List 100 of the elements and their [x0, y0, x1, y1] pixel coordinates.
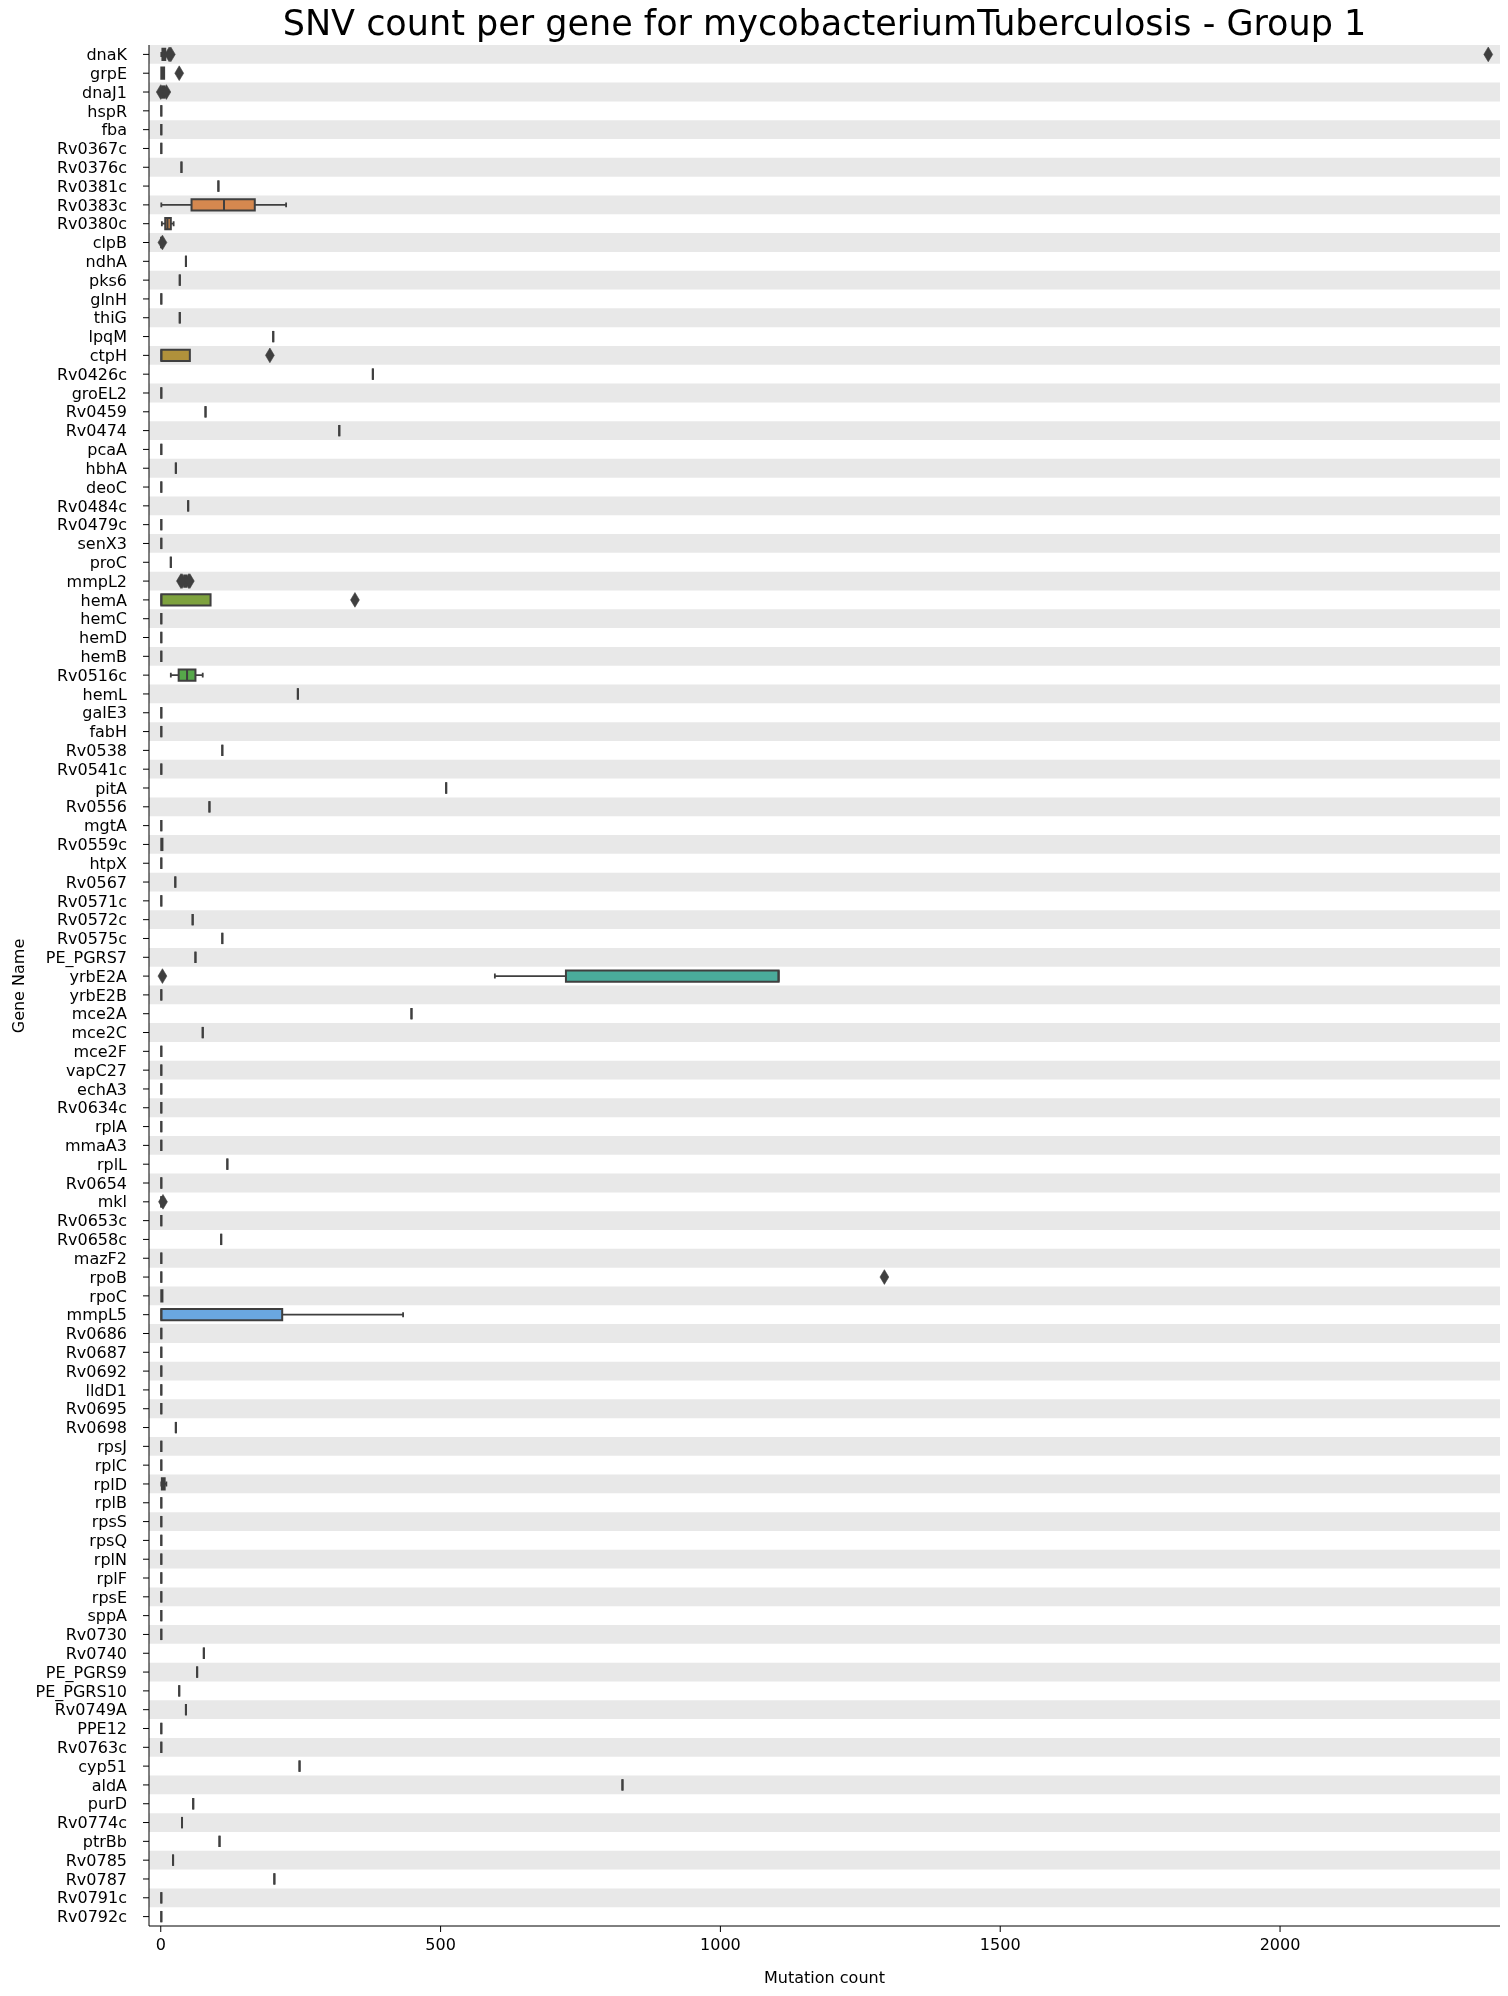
y-tick-label: fabH — [89, 722, 127, 742]
x-tick-label: 500 — [425, 1935, 456, 1955]
y-tick-label: pks6 — [89, 270, 127, 290]
y-tick-label: Rv0426c — [56, 364, 127, 384]
x-tick-label: 1500 — [979, 1935, 1021, 1955]
y-tick-label: Rv0559c — [56, 835, 127, 855]
y-tick-label: PE_PGRS7 — [45, 947, 127, 968]
y-tick-label: PE_PGRS9 — [45, 1662, 127, 1683]
y-tick-label: rplL — [96, 1154, 128, 1174]
y-tick-label: rplA — [94, 1117, 128, 1137]
y-tick-label: yrbE2A — [69, 966, 128, 986]
y-tick-label: Rv0658c — [56, 1230, 127, 1250]
y-tick-label: fba — [101, 120, 127, 140]
y-tick-label: Rv0695 — [65, 1399, 127, 1419]
y-tick-label: yrbE2B — [69, 985, 127, 1005]
y-tick-label: hspR — [87, 101, 127, 121]
y-tick-label: Rv0634c — [56, 1098, 127, 1118]
y-tick-label: PPE12 — [77, 1719, 127, 1739]
y-tick-label: rpoC — [89, 1286, 127, 1306]
y-tick-label: Rv0749A — [54, 1700, 128, 1720]
y-tick-label: proC — [89, 552, 127, 572]
y-tick-label: vapC27 — [66, 1060, 127, 1080]
y-tick-label: hbhA — [85, 458, 128, 478]
y-tick-label: mmpL2 — [66, 571, 127, 591]
x-tick-label: 2000 — [1259, 1935, 1301, 1955]
y-tick-label: Rv0653c — [56, 1211, 127, 1231]
y-tick-label: rplD — [93, 1474, 127, 1494]
y-tick-label: hemC — [80, 609, 127, 629]
y-tick-label: Rv0687 — [65, 1342, 127, 1362]
y-tick-label: Rv0484c — [56, 496, 127, 516]
y-tick-label: rpsE — [91, 1587, 127, 1607]
y-tick-label: galE3 — [82, 703, 127, 723]
y-tick-label: mmpL5 — [66, 1305, 127, 1325]
y-tick-label: Rv0376c — [56, 157, 127, 177]
y-tick-label: dnaJ1 — [82, 82, 127, 102]
y-axis-title: Gene Name — [8, 938, 28, 1033]
x-tick-label: 0 — [155, 1935, 166, 1955]
y-tick-label: ptrBb — [82, 1832, 127, 1852]
y-tick-label: Rv0381c — [56, 176, 127, 196]
y-tick-label: dnaK — [86, 45, 128, 65]
y-tick-label: lldD1 — [85, 1380, 127, 1400]
y-tick-label: lpqM — [88, 327, 127, 347]
y-tick-label: rplN — [93, 1549, 127, 1569]
y-tick-label: Rv0459 — [65, 402, 127, 422]
y-tick-label: Rv0516c — [56, 665, 127, 685]
y-tick-label: PE_PGRS10 — [35, 1681, 127, 1702]
y-tick-label: glnH — [90, 289, 127, 309]
y-tick-label: Rv0791c — [56, 1888, 127, 1908]
y-tick-label: ctpH — [89, 346, 127, 366]
y-tick-label: cyp51 — [78, 1756, 127, 1776]
y-tick-label: hemB — [80, 647, 127, 667]
y-tick-label: Rv0367c — [56, 139, 127, 159]
x-axis-title: Mutation count — [764, 1967, 885, 1987]
y-tick-label: deoC — [86, 477, 127, 497]
y-tick-label: Rv0740 — [65, 1643, 127, 1663]
y-tick-label: rplB — [94, 1493, 127, 1513]
y-tick-label: Rv0380c — [56, 214, 127, 234]
y-tick-label: thiG — [93, 308, 127, 328]
y-tick-label: rpoB — [89, 1267, 127, 1287]
y-tick-label: Rv0474 — [65, 421, 127, 441]
y-tick-label: mazF2 — [73, 1248, 127, 1268]
y-tick-label: Rv0785 — [65, 1850, 127, 1870]
y-tick-label: rplC — [94, 1455, 127, 1475]
y-tick-label: Rv0541c — [56, 759, 127, 779]
y-tick-label: pcaA — [87, 440, 128, 460]
y-tick-label: hemA — [80, 590, 128, 610]
y-tick-label: hemD — [79, 628, 127, 648]
y-tick-label: mmaA3 — [64, 1136, 127, 1156]
y-tick-label: Rv0479c — [56, 515, 127, 535]
y-tick-label: purD — [87, 1794, 127, 1814]
y-tick-label: Rv0763c — [56, 1737, 127, 1757]
y-tick-label: Rv0556 — [65, 797, 127, 817]
y-tick-label: hemL — [82, 684, 128, 704]
y-tick-label: rpsQ — [89, 1531, 127, 1551]
y-tick-label: echA3 — [77, 1079, 127, 1099]
y-tick-label: Rv0774c — [56, 1813, 127, 1833]
y-tick-label: Rv0383c — [56, 195, 127, 215]
y-tick-label: groEL2 — [71, 383, 127, 403]
y-tick-label: htpX — [89, 853, 128, 873]
y-tick-label: clpB — [92, 233, 127, 253]
y-tick-label: rplF — [96, 1568, 127, 1588]
y-tick-label: mgtA — [84, 816, 128, 836]
y-tick-label: pitA — [95, 778, 128, 798]
y-tick-label: mce2C — [71, 1023, 127, 1043]
y-tick-label: Rv0567 — [65, 872, 127, 892]
y-tick-label: Rv0686 — [65, 1324, 127, 1344]
chart-title: SNV count per gene for mycobacteriumTuberculosis - Group 1 — [282, 3, 1367, 43]
y-tick-label: Rv0575c — [56, 929, 127, 949]
y-tick-label: grpE — [90, 63, 127, 83]
y-tick-label: mkl — [97, 1192, 127, 1212]
y-tick-label: mce2A — [71, 1004, 128, 1024]
y-tick-label: Rv0654 — [65, 1173, 127, 1193]
y-tick-label: rpsJ — [97, 1437, 127, 1457]
y-tick-label: Rv0692 — [65, 1361, 127, 1381]
x-tick-label: 1000 — [700, 1935, 741, 1955]
y-tick-label: Rv0572c — [56, 910, 127, 930]
y-tick-label: mce2F — [73, 1042, 127, 1062]
y-tick-label: Rv0792c — [56, 1907, 127, 1927]
y-tick-label: Rv0730 — [65, 1625, 127, 1645]
y-tick-label: Rv0787 — [65, 1869, 127, 1889]
